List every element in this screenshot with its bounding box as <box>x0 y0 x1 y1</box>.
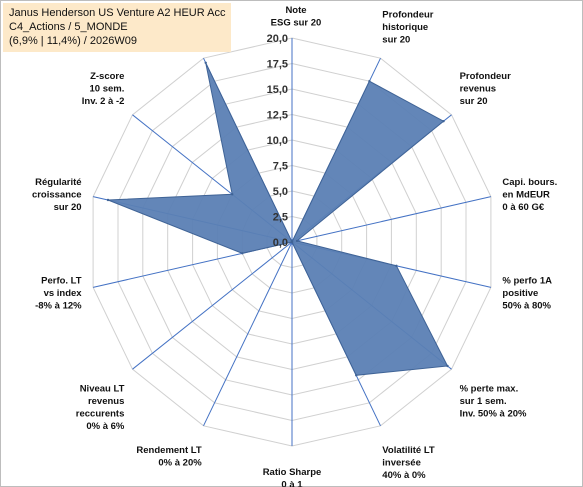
data-point <box>355 374 358 377</box>
axis-label-line: 40% à 0% <box>382 470 426 481</box>
axis-label-line: Capi. bours. <box>502 177 557 188</box>
r-tick-label: 17,5 <box>267 59 288 71</box>
r-tick-label: 7,5 <box>273 161 288 173</box>
axis-label: Note ESG sur 20 <box>271 5 322 29</box>
data-point <box>106 198 110 202</box>
data-point <box>295 239 299 243</box>
axis-label-line: Inv. 50% à 20% <box>460 408 527 419</box>
axis-spoke <box>291 196 492 243</box>
axis-label-line: historique <box>382 22 428 33</box>
axis-label: Perfo. LT vs index -8% à 12% <box>35 276 82 312</box>
r-tick-label: 0,0 <box>273 237 288 249</box>
data-point <box>368 80 371 83</box>
stats-line: (6,9% | 11,4%) / 2026W09 <box>9 35 137 47</box>
axis-label-line: % perte max. <box>460 383 519 394</box>
axis-label: Rendement LT 0% à 20% <box>136 445 202 469</box>
axis-label-line: 0% à 6% <box>86 421 125 432</box>
r-tick-label: 2,5 <box>273 212 288 224</box>
axis-label-line: sur 1 sem. <box>460 396 507 407</box>
axis-label-line: en MdEUR <box>502 189 550 200</box>
axis-label-line: Perfo. LT <box>41 276 82 287</box>
data-point <box>204 61 207 64</box>
axis-label-line: positive <box>502 288 538 299</box>
axis-label: Z-score 10 sem. Inv. 2 à -2 <box>82 71 125 107</box>
axis-label-line: inversée <box>382 458 421 469</box>
axis-label-line: Z-score <box>90 71 124 82</box>
data-point <box>395 264 398 267</box>
data-point <box>290 240 294 244</box>
axis-label-line: sur 20 <box>382 35 410 46</box>
axis-label: Régularité croissance sur 20 <box>32 177 82 213</box>
r-tick-label: 12,5 <box>267 110 288 122</box>
axis-label-line: Profondeur <box>382 10 433 21</box>
axis-label: % perte max. sur 1 sem. Inv. 50% à 20% <box>460 383 527 419</box>
r-tick-label: 15,0 <box>267 84 288 96</box>
axis-label-line: 50% à 80% <box>502 301 551 312</box>
axis-label-line: % perfo 1A <box>502 276 552 287</box>
data-point <box>241 252 244 255</box>
axis-label-line: 0 à 1 <box>281 480 303 487</box>
axis-label-line: croissance <box>32 189 82 200</box>
axis-label-line: -8% à 12% <box>35 301 82 312</box>
axis-label-line: Volatilité LT <box>382 445 435 456</box>
axis-label-line: Régularité <box>35 177 81 188</box>
axis-label-line: ESG sur 20 <box>271 18 322 29</box>
axis-label: Ratio Sharpe 0 à 1 <box>263 467 322 487</box>
axis-label-line: reccurents <box>76 408 125 419</box>
axis-label-line: sur 20 <box>54 202 82 213</box>
data-point <box>231 193 234 196</box>
r-tick-label: 20,0 <box>267 33 288 45</box>
axis-label-line: sur 20 <box>460 96 488 107</box>
axis-label-line: revenus <box>460 84 496 95</box>
axis-label-line: Inv. 2 à -2 <box>82 96 125 107</box>
axis-label-line: 0% à 20% <box>158 458 202 469</box>
axis-label: Niveau LT revenus reccurents 0% à 6% <box>76 383 125 432</box>
category-line: C4_Actions / 5_MONDE <box>9 21 128 33</box>
data-point <box>442 120 445 123</box>
axis-label-line: Niveau LT <box>80 383 125 394</box>
axis-label: Volatilité LT inversée 40% à 0% <box>382 445 435 481</box>
axis-label: % perfo 1A positive 50% à 80% <box>502 276 552 312</box>
axis-label-line: revenus <box>88 396 124 407</box>
axis-spoke <box>132 241 293 370</box>
r-tick-label: 5,0 <box>273 186 288 198</box>
axis-label-line: Rendement LT <box>136 445 201 456</box>
axis-spoke <box>203 241 293 427</box>
axis-label-line: vs index <box>44 288 83 299</box>
axis-label: Profondeur historique sur 20 <box>382 10 433 46</box>
axis-label-line: 0 à 60 G€ <box>502 202 544 213</box>
data-point <box>446 364 449 368</box>
axis-label: Profondeur revenus sur 20 <box>460 71 511 107</box>
r-tick-label: 10,0 <box>267 135 288 147</box>
axis-label-line: 10 sem. <box>90 84 125 95</box>
axis-label: Capi. bours. en MdEUR 0 à 60 G€ <box>502 177 557 213</box>
chart-title-box: Janus Henderson US Venture A2 HEUR Acc C… <box>3 3 232 52</box>
fund-name: Janus Henderson US Venture A2 HEUR Acc <box>9 7 226 19</box>
axis-label-line: Note <box>285 5 306 16</box>
axis-label-line: Profondeur <box>460 71 511 82</box>
axis-label-line: Ratio Sharpe <box>263 467 322 478</box>
